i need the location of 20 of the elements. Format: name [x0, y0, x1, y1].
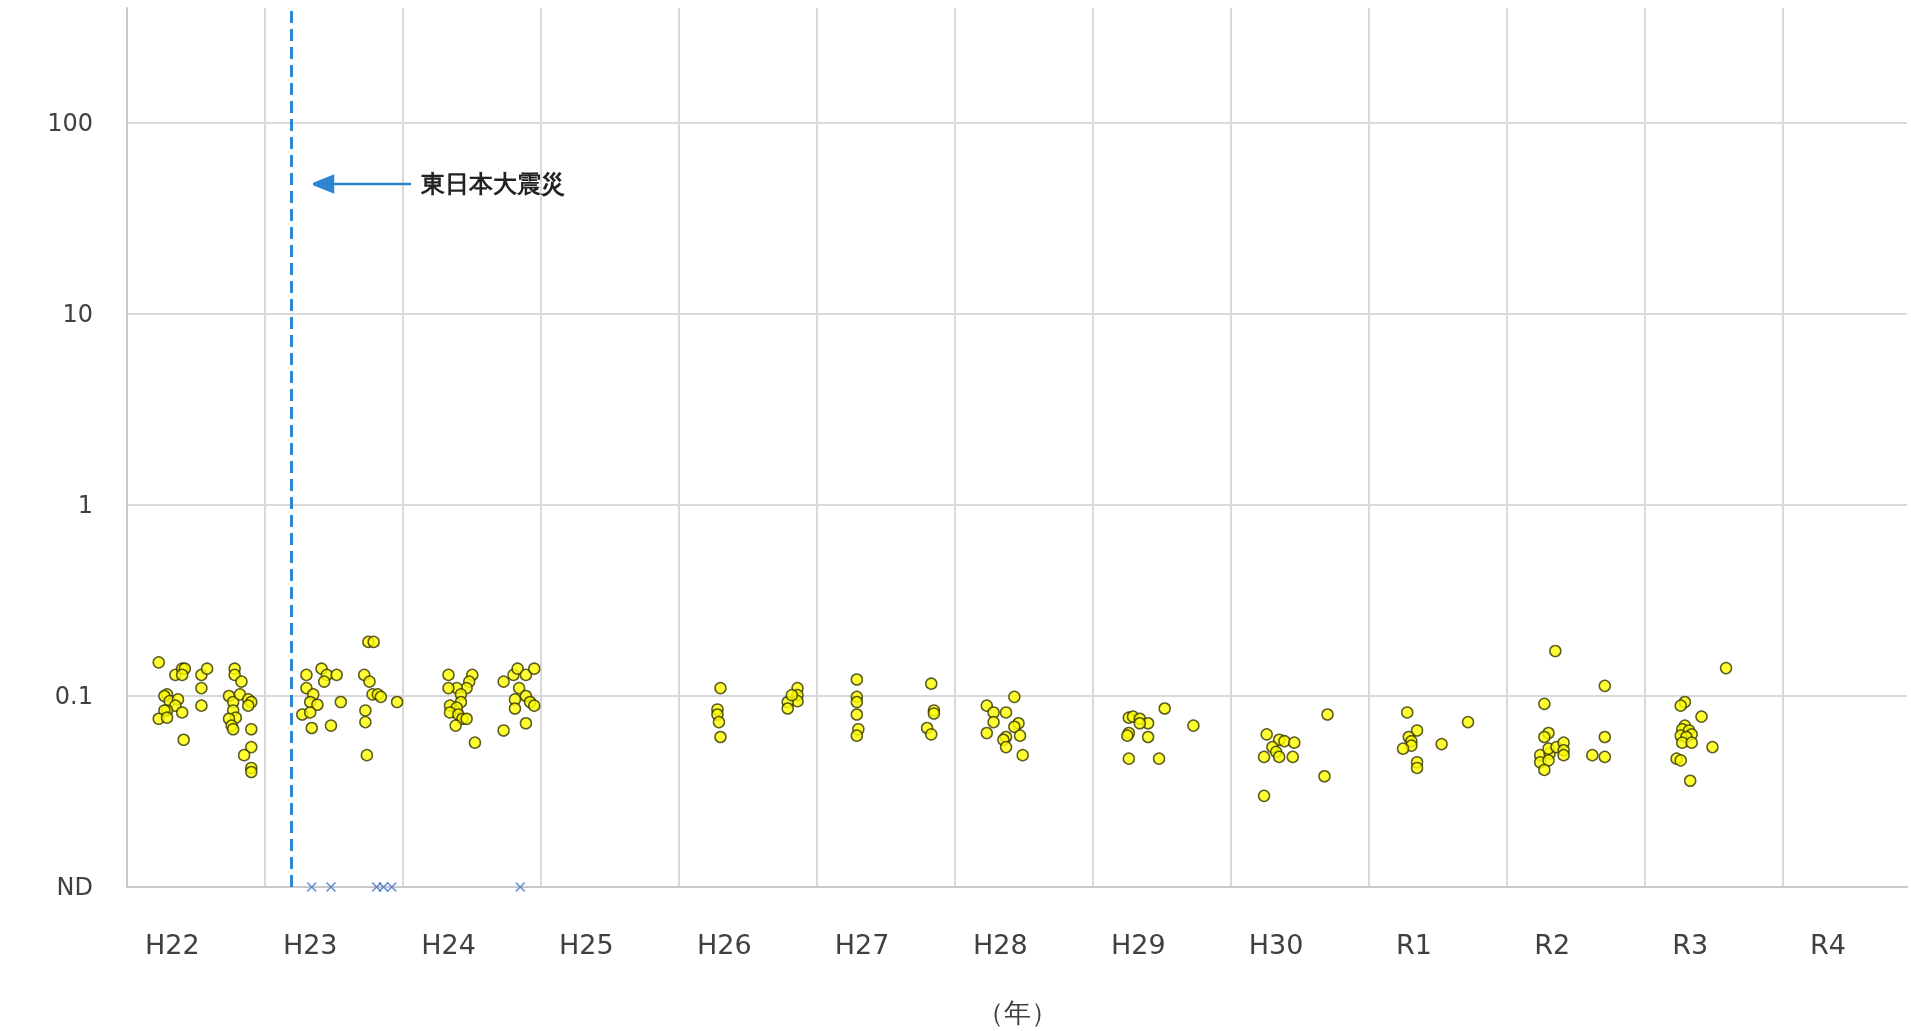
- y-tick-label: 100: [47, 108, 93, 137]
- x-tick-label: H27: [834, 929, 890, 960]
- x-tick-label: H24: [421, 929, 476, 960]
- x-tick-label: H22: [145, 929, 200, 960]
- x-tick-label: R3: [1672, 929, 1709, 960]
- x-tick-label: R2: [1534, 929, 1571, 960]
- y-tick-label: ND: [56, 873, 93, 901]
- x-tick-label: H23: [282, 929, 338, 960]
- x-tick-label: H28: [973, 929, 1028, 960]
- x-tick-label: H26: [696, 929, 752, 960]
- x-tick-label: H25: [559, 929, 614, 960]
- x-tick-label: R4: [1810, 929, 1847, 960]
- y-tick-label: 10: [62, 300, 93, 328]
- x-axis-title: （年）: [976, 997, 1058, 1028]
- x-tick-label: H29: [1110, 929, 1166, 960]
- x-tick-label: H30: [1248, 929, 1304, 960]
- y-tick-label: 0.1: [54, 682, 93, 710]
- x-tick-label: R1: [1396, 929, 1432, 960]
- annotation: 東日本大震災: [419, 169, 565, 198]
- y-tick-label: 1: [77, 491, 93, 519]
